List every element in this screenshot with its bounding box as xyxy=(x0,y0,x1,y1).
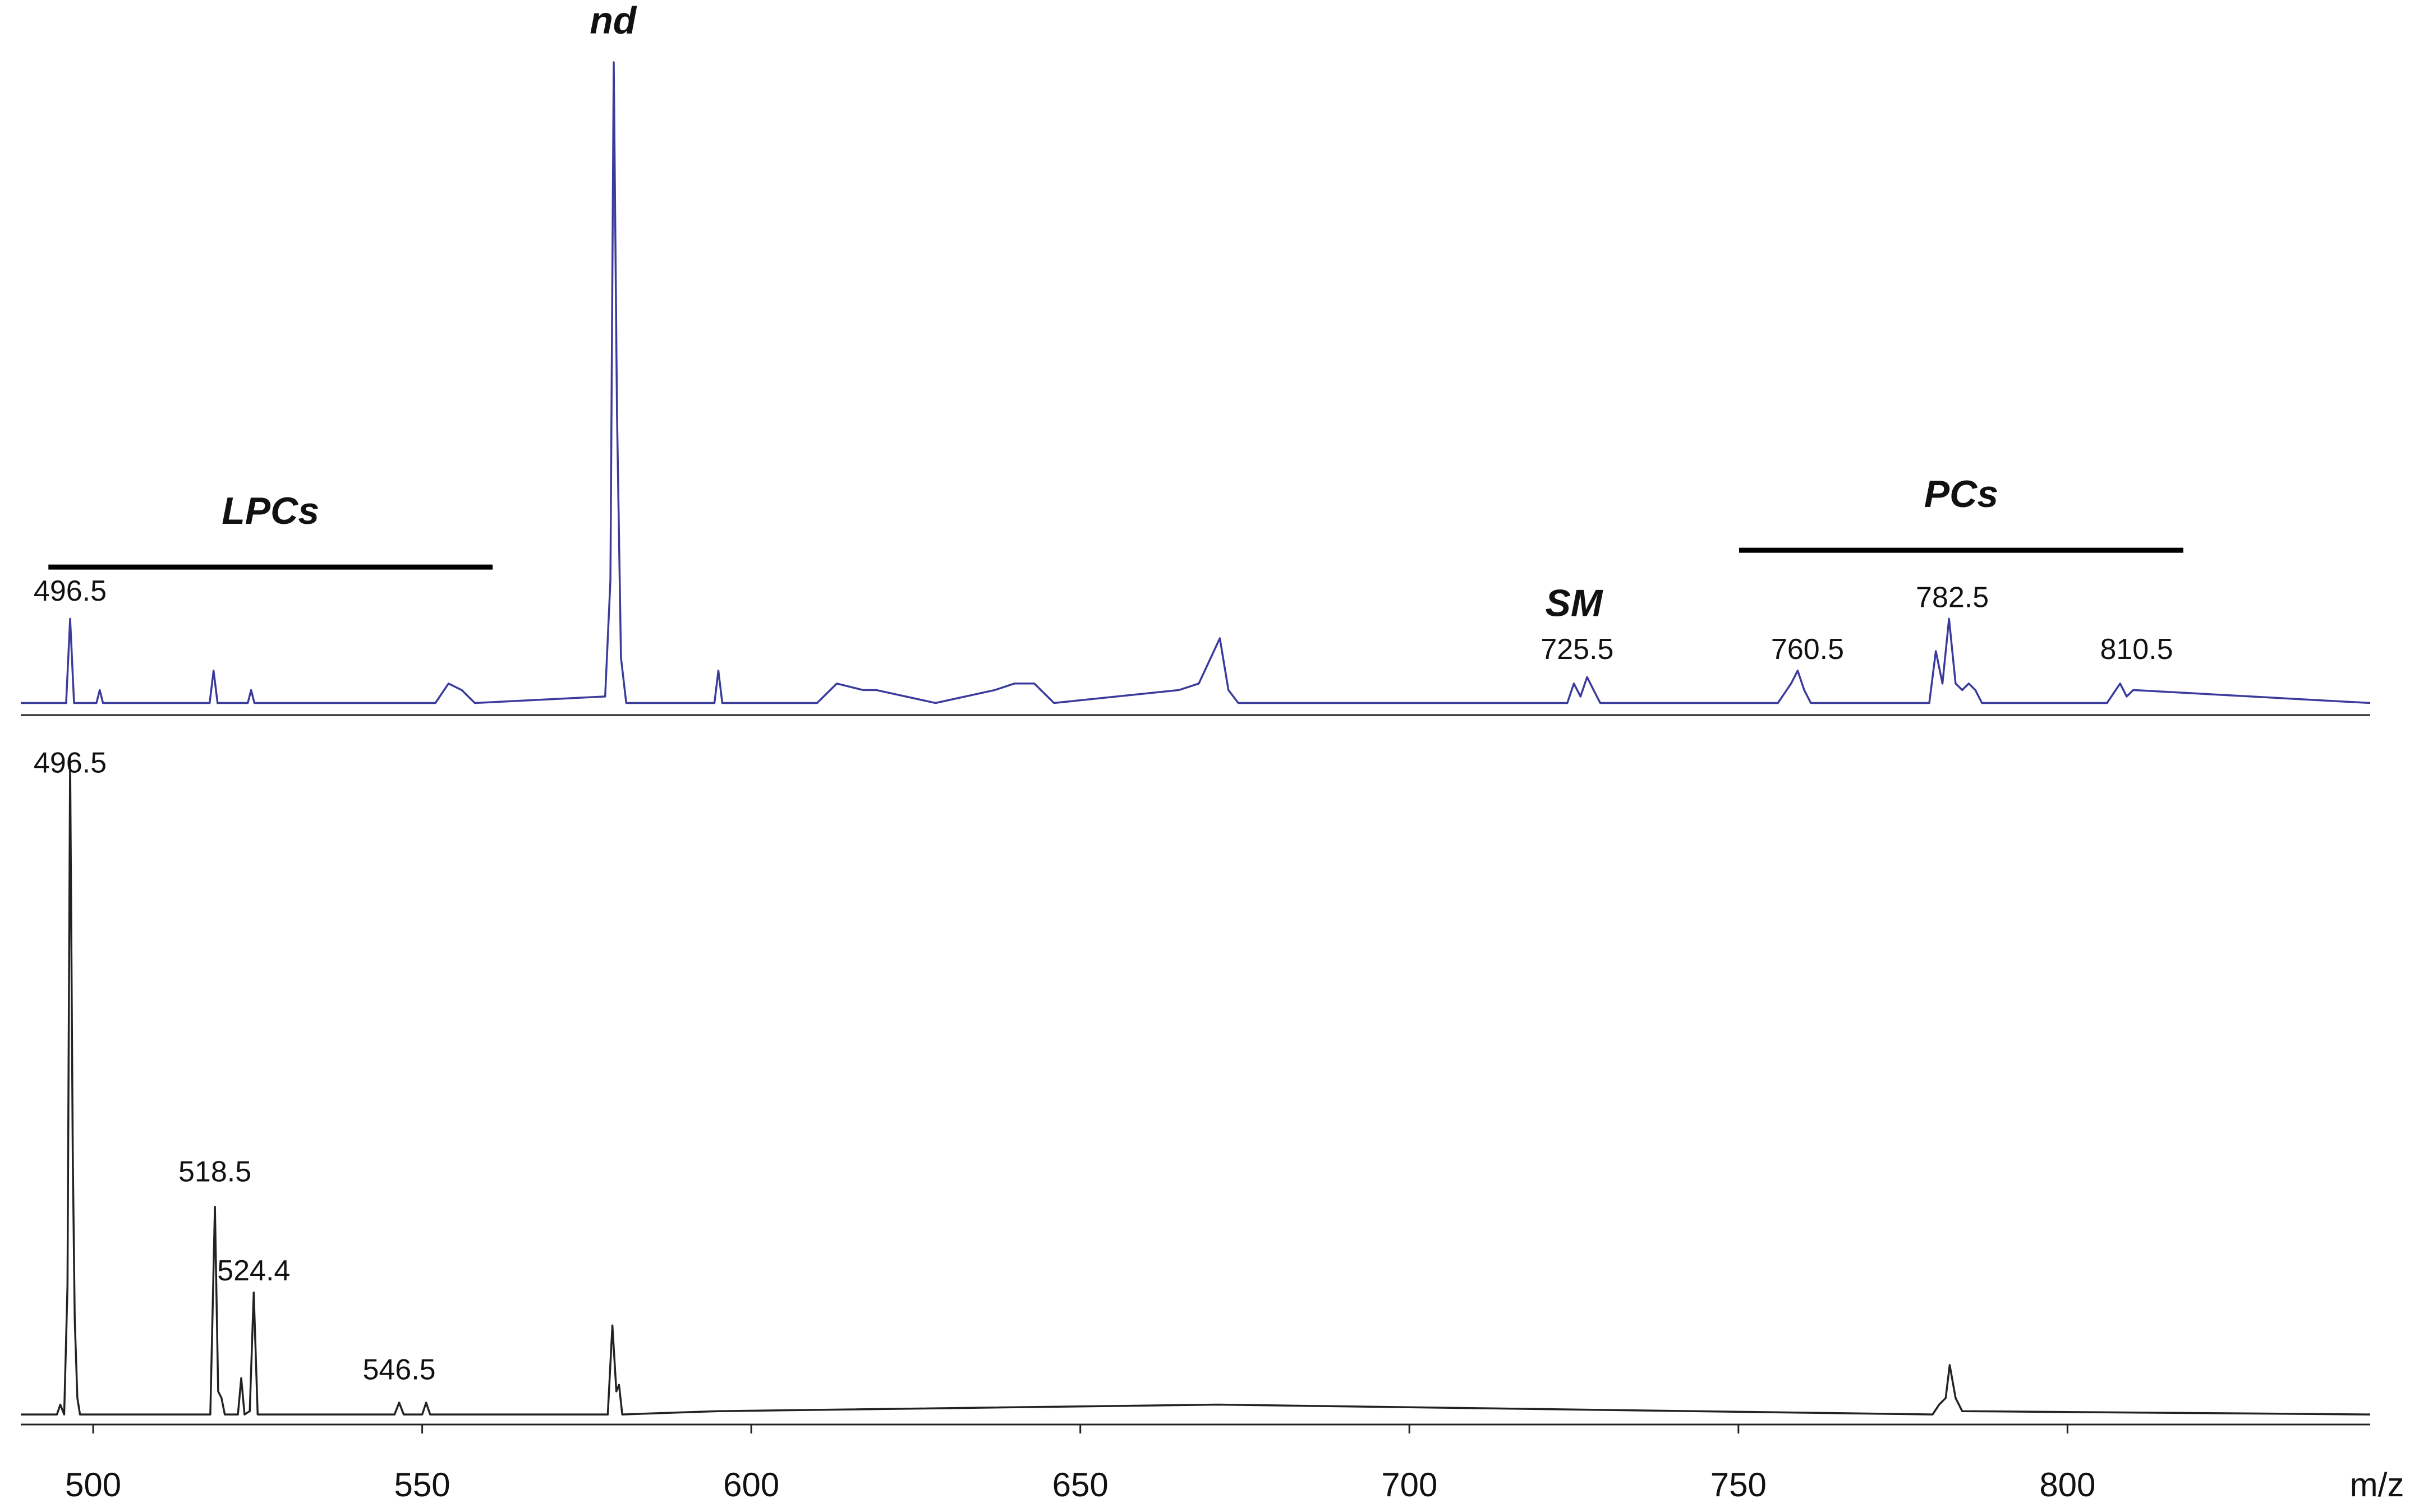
x-tick-label: 750 xyxy=(1710,1466,1767,1504)
peak-label: nd xyxy=(590,0,637,42)
x-tick-label: 700 xyxy=(1381,1466,1437,1504)
spectrum-line xyxy=(21,61,2371,704)
x-tick-label: 800 xyxy=(2039,1466,2095,1504)
group-label: PCs xyxy=(1924,473,1998,515)
peak-label: 524.4 xyxy=(217,1255,290,1287)
group-label: LPCs xyxy=(222,490,319,532)
x-tick-label: 650 xyxy=(1052,1466,1109,1504)
x-tick-label: 600 xyxy=(723,1466,779,1504)
peak-label: 496.5 xyxy=(34,746,107,779)
peak-label: 546.5 xyxy=(362,1353,435,1386)
x-axis-label: m/z xyxy=(2350,1466,2404,1504)
peak-label: 760.5 xyxy=(1771,633,1844,666)
peak-label: 725.5 xyxy=(1541,633,1613,666)
peak-label: 518.5 xyxy=(178,1156,251,1188)
peak-label: 810.5 xyxy=(2100,633,2173,666)
peak-label: 782.5 xyxy=(1916,582,1989,614)
peak-label: 496.5 xyxy=(34,575,107,607)
x-tick-label: 500 xyxy=(65,1466,121,1504)
spectrum-line xyxy=(21,757,2371,1416)
x-tick-label: 550 xyxy=(394,1466,450,1504)
peak-label: SM xyxy=(1546,582,1603,624)
